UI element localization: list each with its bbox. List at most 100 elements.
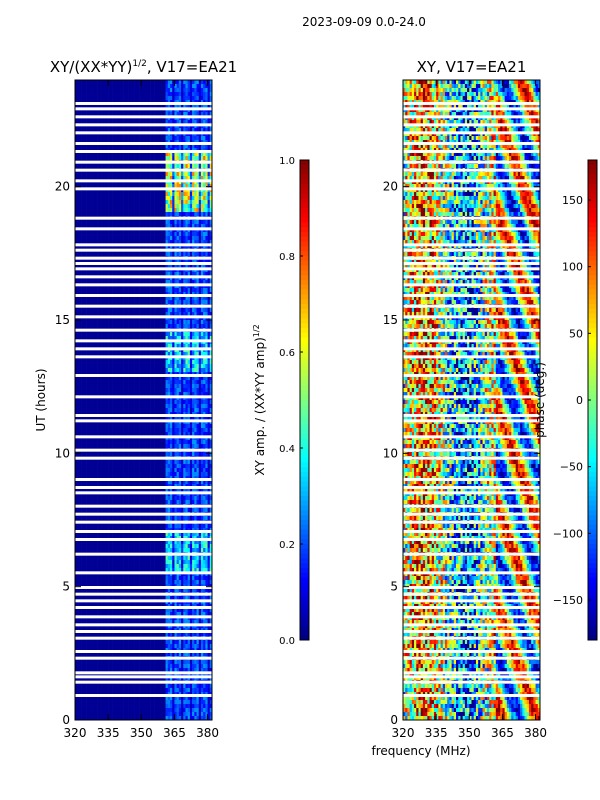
heatmap-cell	[201, 96, 204, 100]
heatmap-cell	[190, 80, 193, 84]
heatmap-cell	[128, 136, 131, 140]
heatmap-cell	[79, 208, 82, 212]
heatmap-cell	[130, 88, 133, 92]
heatmap-cell	[161, 84, 164, 88]
heatmap-cell	[104, 204, 107, 208]
heatmap-cell	[82, 84, 85, 88]
heatmap-cell	[106, 204, 109, 208]
heatmap-cell	[150, 320, 153, 324]
heatmap-cell	[152, 136, 155, 140]
heatmap-cell	[128, 200, 131, 204]
x-axis-label: frequency (MHz)	[371, 744, 470, 758]
heatmap-cell	[183, 232, 186, 236]
heatmap-cell	[150, 136, 153, 140]
heatmap-cell	[188, 320, 191, 324]
heatmap-cell	[188, 208, 191, 212]
heatmap-cell	[84, 136, 87, 140]
heatmap-cell	[141, 208, 144, 212]
heatmap-cell	[194, 204, 197, 208]
heatmap-cell	[113, 300, 116, 304]
heatmap-cell	[93, 288, 96, 292]
heatmap-cell	[170, 320, 173, 324]
heatmap-cell	[146, 84, 149, 88]
heatmap-cell	[113, 320, 116, 324]
heatmap-cell	[124, 236, 127, 240]
heatmap-cell	[79, 84, 82, 88]
heatmap-cell	[95, 164, 98, 168]
heatmap-cell	[88, 92, 91, 96]
heatmap-cell	[77, 172, 80, 176]
heatmap-cell	[132, 236, 135, 240]
heatmap-cell	[135, 324, 138, 328]
heatmap-cell	[97, 92, 100, 96]
heatmap-cell	[190, 84, 193, 88]
heatmap-cell	[130, 320, 133, 324]
heatmap-cell	[110, 320, 113, 324]
heatmap-cell	[121, 204, 124, 208]
heatmap-cell	[130, 92, 133, 96]
heatmap-cell	[99, 212, 102, 216]
heatmap-cell	[141, 164, 144, 168]
heatmap-cell	[95, 320, 98, 324]
heatmap-cell	[166, 308, 169, 312]
heatmap-cell	[157, 156, 160, 160]
heatmap-cell	[121, 164, 124, 168]
heatmap-cell	[155, 80, 158, 84]
heatmap-cell	[192, 308, 195, 312]
heatmap-cell	[159, 164, 162, 168]
heatmap-cell	[79, 212, 82, 216]
heatmap-cell	[102, 204, 105, 208]
heatmap-cell	[137, 156, 140, 160]
heatmap-cell	[150, 172, 153, 176]
heatmap-cell	[77, 300, 80, 304]
heatmap-cell	[113, 236, 116, 240]
heatmap-cell	[199, 172, 202, 176]
heatmap-cell	[77, 80, 80, 84]
heatmap-cell	[141, 156, 144, 160]
heatmap-cell	[146, 196, 149, 200]
heatmap-cell	[86, 308, 89, 312]
heatmap-cell	[170, 196, 173, 200]
heatmap-cell	[95, 192, 98, 196]
heatmap-cell	[88, 220, 91, 224]
heatmap-cell	[77, 220, 80, 224]
heatmap-cell	[179, 172, 182, 176]
heatmap-cell	[132, 320, 135, 324]
heatmap-cell	[77, 200, 80, 204]
heatmap-cell	[146, 220, 149, 224]
heatmap-cell	[183, 308, 186, 312]
figure: 2023-09-09 0.0-24.0 frequency (MHz) 320 3…	[0, 0, 600, 800]
heatmap-cell	[88, 236, 91, 240]
heatmap-cell	[172, 232, 175, 236]
heatmap-cell	[205, 92, 208, 96]
heatmap-cell	[159, 212, 162, 216]
heatmap-cell	[141, 212, 144, 216]
heatmap-cell	[137, 192, 140, 196]
heatmap-cell	[161, 92, 164, 96]
heatmap-cell	[157, 212, 160, 216]
heatmap-cell	[155, 320, 158, 324]
heatmap-cell	[90, 320, 93, 324]
heatmap-cell	[205, 204, 208, 208]
heatmap-cell	[170, 92, 173, 96]
heatmap-cell	[203, 308, 206, 312]
heatmap-cell	[155, 300, 158, 304]
heatmap-cell	[197, 196, 200, 200]
heatmap-cell	[97, 200, 100, 204]
heatmap-cell	[170, 204, 173, 208]
heatmap-cell	[88, 320, 91, 324]
heatmap-cell	[135, 220, 138, 224]
heatmap-cell	[148, 204, 151, 208]
heatmap-cell	[188, 84, 191, 88]
heatmap-cell	[126, 232, 129, 236]
heatmap-cell	[88, 324, 91, 328]
heatmap-cell	[179, 236, 182, 240]
heatmap-cell	[121, 156, 124, 160]
heatmap-cell	[188, 204, 191, 208]
heatmap-cell	[188, 192, 191, 196]
heatmap-cell	[188, 164, 191, 168]
heatmap-cell	[84, 320, 87, 324]
heatmap-cell	[97, 252, 100, 256]
heatmap-cell	[79, 200, 82, 204]
heatmap-cell	[194, 220, 197, 224]
